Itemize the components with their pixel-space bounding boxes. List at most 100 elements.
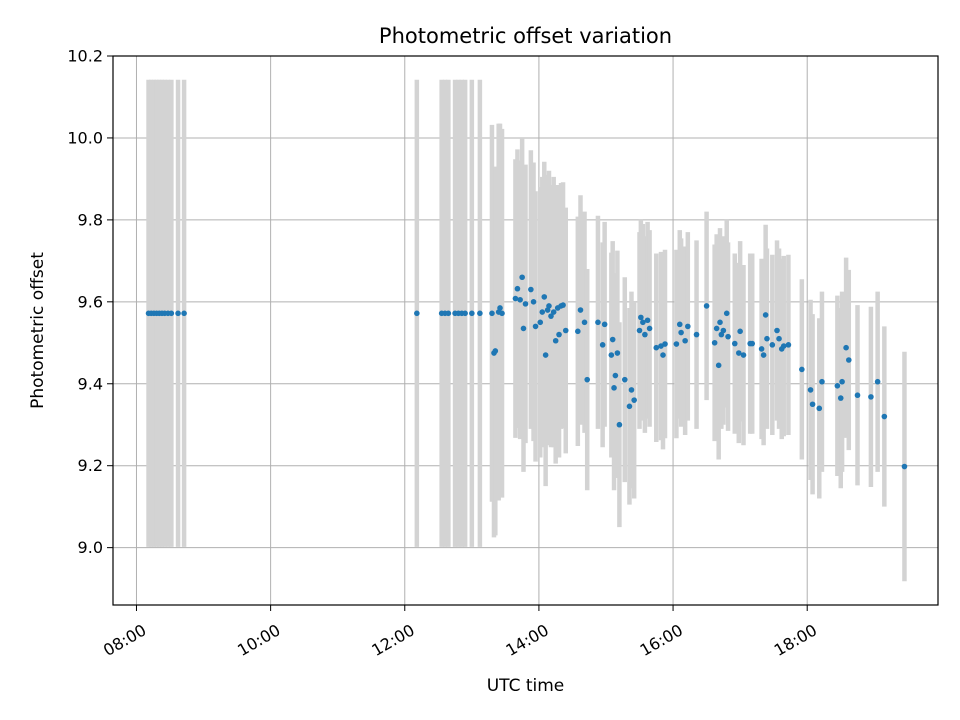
data-point xyxy=(819,378,825,385)
data-point xyxy=(676,321,683,328)
data-point xyxy=(737,328,743,335)
data-point xyxy=(414,310,420,317)
data-point xyxy=(601,321,608,328)
data-point xyxy=(723,310,730,317)
data-point xyxy=(807,387,814,393)
data-point xyxy=(575,328,581,335)
data-point xyxy=(776,335,782,342)
data-point xyxy=(489,310,495,317)
data-point xyxy=(626,403,633,410)
data-point xyxy=(556,331,562,338)
data-point xyxy=(660,352,666,358)
data-point xyxy=(584,376,591,383)
data-point xyxy=(758,346,765,352)
data-point xyxy=(720,327,727,334)
data-point xyxy=(809,401,816,408)
data-point xyxy=(854,392,861,399)
data-point xyxy=(552,337,559,344)
chart-title: Photometric offset variation xyxy=(379,24,672,48)
data-point xyxy=(497,305,503,311)
data-point xyxy=(616,421,623,428)
data-point xyxy=(760,352,767,358)
data-point xyxy=(577,307,584,313)
data-point xyxy=(673,341,680,347)
plot-area-frame xyxy=(112,55,939,606)
data-point xyxy=(640,319,646,326)
data-point xyxy=(881,413,888,420)
data-point xyxy=(901,463,908,470)
data-point xyxy=(520,325,527,332)
y-tick-label: 9.4 xyxy=(78,374,103,393)
data-point xyxy=(731,340,738,347)
data-point xyxy=(517,296,523,303)
data-point xyxy=(168,310,175,317)
data-point xyxy=(740,352,747,358)
data-point xyxy=(711,339,718,346)
data-point xyxy=(749,340,756,347)
data-point xyxy=(445,310,452,317)
data-point xyxy=(611,385,617,391)
data-point xyxy=(546,303,552,309)
data-point xyxy=(644,317,651,324)
data-point xyxy=(628,387,635,393)
data-point xyxy=(522,301,529,307)
data-point xyxy=(774,327,780,334)
data-point xyxy=(799,366,805,373)
data-point xyxy=(874,378,881,385)
data-point xyxy=(839,378,845,385)
data-point xyxy=(550,309,557,315)
y-tick-label: 9.6 xyxy=(78,292,103,311)
data-point xyxy=(621,376,628,383)
data-point xyxy=(715,362,722,369)
data-point xyxy=(713,325,720,332)
y-tick-label: 9.8 xyxy=(78,210,103,229)
data-point xyxy=(595,319,601,326)
y-tick-label: 9.0 xyxy=(78,538,103,557)
data-point xyxy=(608,352,615,358)
data-point xyxy=(636,327,643,334)
data-point xyxy=(762,312,769,318)
data-points xyxy=(145,274,908,470)
data-point xyxy=(609,336,616,343)
data-point xyxy=(843,344,849,351)
data-point xyxy=(638,314,644,321)
data-point xyxy=(662,341,668,347)
y-tick-label: 10.0 xyxy=(67,128,103,147)
data-point xyxy=(548,313,554,319)
data-point xyxy=(530,299,537,305)
data-point xyxy=(562,327,569,334)
data-point xyxy=(678,329,684,336)
data-point xyxy=(175,310,181,317)
data-point xyxy=(519,274,525,281)
data-point xyxy=(837,395,844,401)
data-point xyxy=(780,343,787,349)
data-point xyxy=(614,350,621,356)
data-point xyxy=(845,357,852,363)
data-point xyxy=(528,286,534,293)
y-axis-title: Photometric offset xyxy=(28,252,48,409)
data-point xyxy=(834,383,841,389)
data-point xyxy=(541,294,548,300)
data-point xyxy=(499,310,505,317)
data-point xyxy=(725,333,731,340)
data-point xyxy=(642,331,648,338)
data-point xyxy=(581,319,588,326)
data-point xyxy=(560,302,566,308)
data-point xyxy=(631,397,637,403)
data-point xyxy=(537,319,544,326)
data-point xyxy=(682,337,688,344)
data-point xyxy=(717,319,723,326)
data-point xyxy=(764,335,770,342)
y-tick-label: 9.2 xyxy=(78,456,103,475)
data-point xyxy=(492,348,499,354)
data-point xyxy=(477,310,483,317)
data-point xyxy=(816,405,823,412)
y-tick-label: 10.2 xyxy=(67,47,103,66)
data-point xyxy=(868,394,874,400)
data-point xyxy=(785,342,792,348)
data-point xyxy=(542,352,549,358)
data-point xyxy=(646,325,653,332)
data-point xyxy=(599,342,606,348)
data-point xyxy=(462,310,468,317)
